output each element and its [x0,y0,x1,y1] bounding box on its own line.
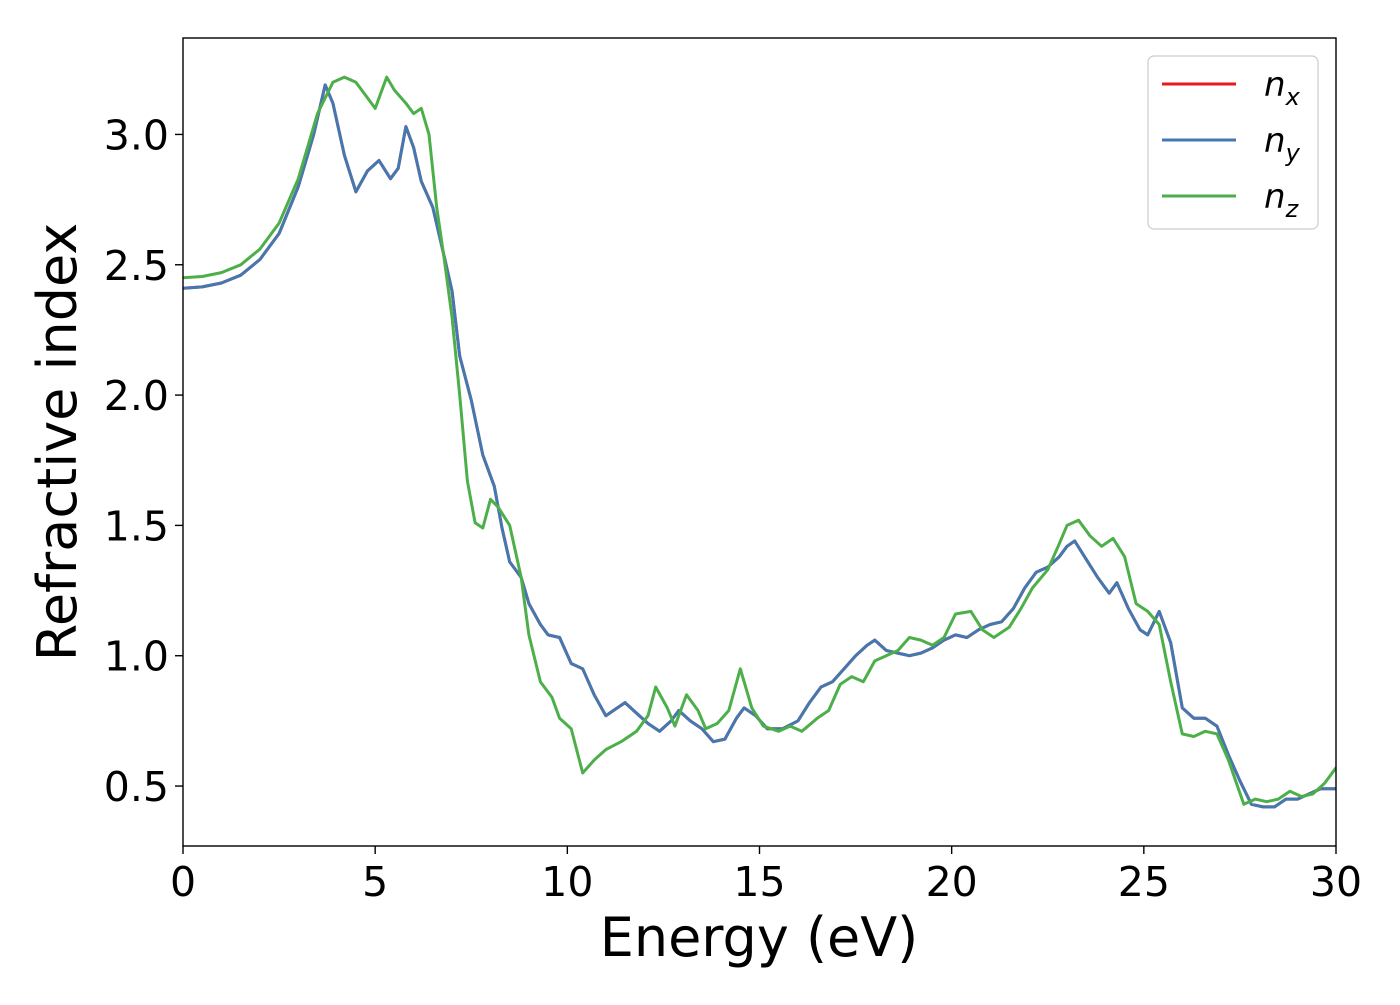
y-tick-label: 1.0 [104,633,169,681]
y-tick-label: 2.5 [104,242,169,290]
x-tick-label: 30 [1310,858,1362,906]
y-tick-label: 3.0 [104,111,169,159]
x-tick-label: 20 [926,858,978,906]
x-tick-label: 0 [170,858,196,906]
y-axis-ticks: 0.5 1.0 1.5 2.0 2.5 3.0 [104,111,183,811]
y-tick-label: 2.0 [104,372,169,420]
x-tick-label: 10 [541,858,593,906]
y-tick-label: 0.5 [104,763,169,811]
y-tick-label: 1.5 [104,502,169,550]
x-axis-ticks: 0 5 10 15 20 25 30 [170,846,1362,906]
x-tick-label: 15 [733,858,785,906]
x-axis-label: Energy (eV) [600,906,919,969]
legend-box [1147,55,1319,230]
series-layer [183,75,1336,809]
x-tick-label: 25 [1118,858,1170,906]
series-line-n-z [183,75,1336,806]
y-axis-label: Refractive index [26,223,89,662]
x-tick-label: 5 [362,858,388,906]
